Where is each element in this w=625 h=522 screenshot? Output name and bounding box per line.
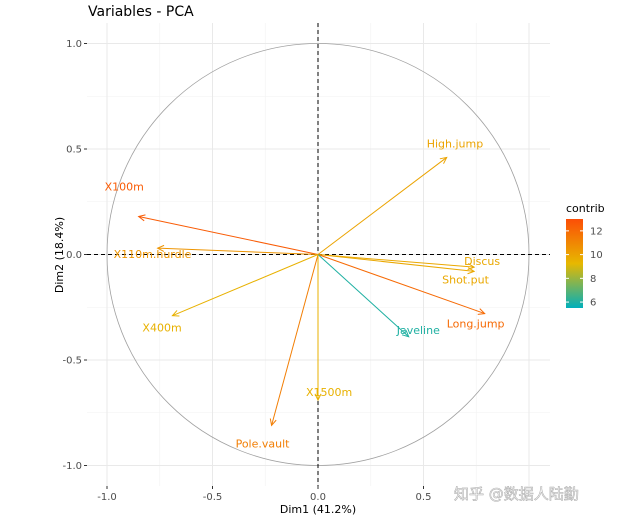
arrow-high-jump: [317, 157, 448, 255]
variable-label: X400m: [142, 322, 181, 335]
x-axis-label: Dim1 (41.2%): [280, 503, 356, 516]
arrowhead-high-jump: [439, 156, 448, 164]
x-tick-label: -1.0: [97, 492, 117, 503]
arrow-x400m: [172, 254, 319, 317]
colorbar-tick-label: 12: [590, 226, 603, 237]
colorbar-tick-label: 10: [590, 250, 603, 261]
y-axis-label: Dim2 (18.4%): [53, 217, 66, 293]
colorbar-tick-label: 8: [590, 274, 596, 285]
x-tick-label: 0.0: [310, 492, 326, 503]
arrowhead-shot-put: [467, 267, 476, 275]
colorbar: [566, 219, 583, 308]
arrowhead-long-jump: [477, 308, 486, 315]
arrowhead-x1500m: [314, 393, 322, 402]
variable-label: X110m.hurdle: [114, 248, 192, 261]
arrow-x100m: [138, 216, 319, 255]
arrow-javeline: [317, 254, 410, 338]
arrowhead-x100m: [137, 214, 146, 222]
x-tick-label: 0.5: [416, 492, 432, 503]
y-tick-label: 0.5: [66, 145, 82, 156]
legend-title: contrib: [566, 202, 605, 215]
variable-label: Discus: [464, 255, 500, 268]
variable-label: Long.jump: [447, 318, 505, 331]
arrow-pole-vault: [271, 254, 319, 426]
axes: -1.0 -0.5 0.0 0.5 -1.0 -0.5 0.0 0.5 1.0: [62, 39, 431, 503]
legend: contrib 6 8 10 12: [566, 202, 605, 309]
variable-label: Shot.put: [442, 273, 489, 286]
variable-label: Javeline: [396, 324, 440, 337]
arrow-shot-put: [317, 254, 475, 272]
watermark-text: 知乎 @数据人陆勤: [454, 485, 579, 503]
variable-labels: X100m X110m.hurdle X400m High.jump Discus Sho…: [105, 137, 505, 450]
colorbar-tick-label: 6: [590, 298, 596, 309]
arrowhead-pole-vault: [269, 418, 277, 427]
arrow-long-jump: [317, 254, 485, 315]
chart-title: Variables - PCA: [88, 4, 194, 20]
y-tick-label: -0.5: [62, 356, 82, 367]
arrow-x110m-hurdle: [157, 247, 319, 255]
arrowhead-x400m: [171, 310, 180, 317]
arrowhead-javeline: [401, 330, 410, 338]
y-tick-label: -1.0: [62, 461, 82, 472]
variable-label: Pole.vault: [236, 437, 291, 450]
variable-label: X100m: [105, 181, 144, 194]
y-tick-label: 1.0: [66, 39, 82, 50]
arrow-discus: [317, 254, 475, 268]
arrowhead-x110m-hurdle: [156, 244, 165, 252]
variable-arrows: [137, 156, 486, 427]
variable-label: High.jump: [427, 137, 484, 150]
y-tick-label: 0.0: [66, 250, 82, 261]
variable-label: X1500m: [306, 386, 352, 399]
x-tick-label: -0.5: [203, 492, 223, 503]
